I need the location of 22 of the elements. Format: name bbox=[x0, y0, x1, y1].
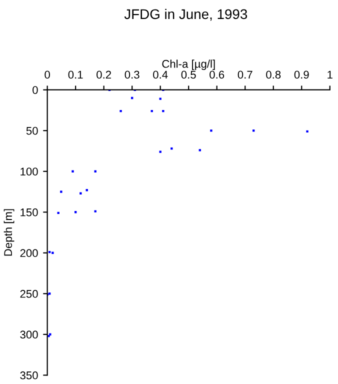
x-axis-title: Chl-a [µg/l] bbox=[162, 60, 215, 70]
x-tick-label: 0.5 bbox=[181, 70, 196, 79]
x-tick-label: 0.4 bbox=[153, 70, 168, 79]
y-tick-label: 350 bbox=[20, 371, 38, 380]
x-tick-label: 0.3 bbox=[124, 70, 140, 79]
x-tick-label: 0.9 bbox=[294, 70, 309, 79]
x-tick-label: 0.8 bbox=[266, 70, 281, 79]
y-tick-label: 50 bbox=[26, 126, 38, 135]
y-tick-label: 0 bbox=[32, 86, 38, 94]
y-tick-label: 300 bbox=[20, 330, 38, 339]
x-tick-label: 0.1 bbox=[68, 70, 83, 79]
x-tick-label: 0.2 bbox=[96, 70, 111, 79]
x-tick-label: 0.6 bbox=[210, 70, 224, 79]
y-tick-label: 250 bbox=[20, 290, 38, 298]
y-tick-label: 100 bbox=[20, 168, 38, 176]
y-tick-label: 200 bbox=[20, 249, 38, 258]
y-tick-label: 150 bbox=[20, 208, 38, 216]
chart-title: JFDG in June, 1993 bbox=[124, 8, 248, 21]
x-tick-label: 0.7 bbox=[238, 70, 252, 79]
x-tick-label: 0 bbox=[44, 70, 50, 79]
x-tick-label: 1 bbox=[328, 70, 332, 79]
y-axis-title: Depth [m] bbox=[4, 209, 14, 256]
